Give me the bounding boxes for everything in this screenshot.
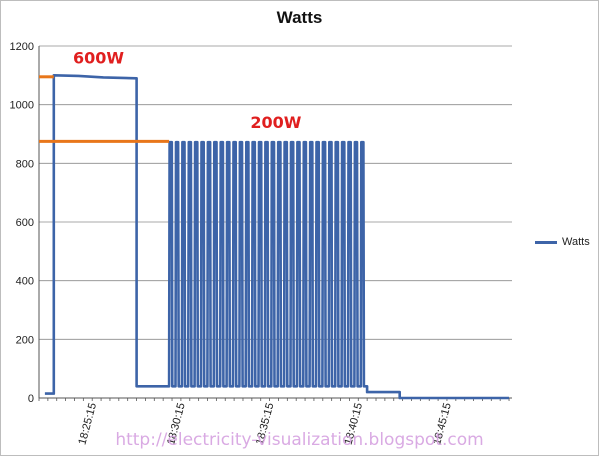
series-watts-line bbox=[44, 74, 509, 400]
legend: Watts bbox=[535, 236, 590, 248]
y-tick-label: 200 bbox=[16, 334, 34, 346]
y-tick-label: 0 bbox=[28, 393, 34, 405]
annotation-label: 600W bbox=[73, 49, 124, 68]
y-tick-label: 600 bbox=[16, 217, 34, 229]
y-tick-label: 1200 bbox=[10, 41, 34, 53]
y-tick-label: 1000 bbox=[10, 100, 34, 112]
annotation-label: 200W bbox=[250, 113, 301, 132]
legend-swatch bbox=[535, 240, 557, 244]
y-tick-label: 800 bbox=[16, 158, 34, 170]
y-tick-label: 400 bbox=[16, 276, 34, 288]
watermark: http://electricity-visualization.blogspo… bbox=[115, 430, 484, 450]
legend-label: Watts bbox=[562, 236, 590, 248]
chart-title: Watts bbox=[276, 8, 323, 27]
